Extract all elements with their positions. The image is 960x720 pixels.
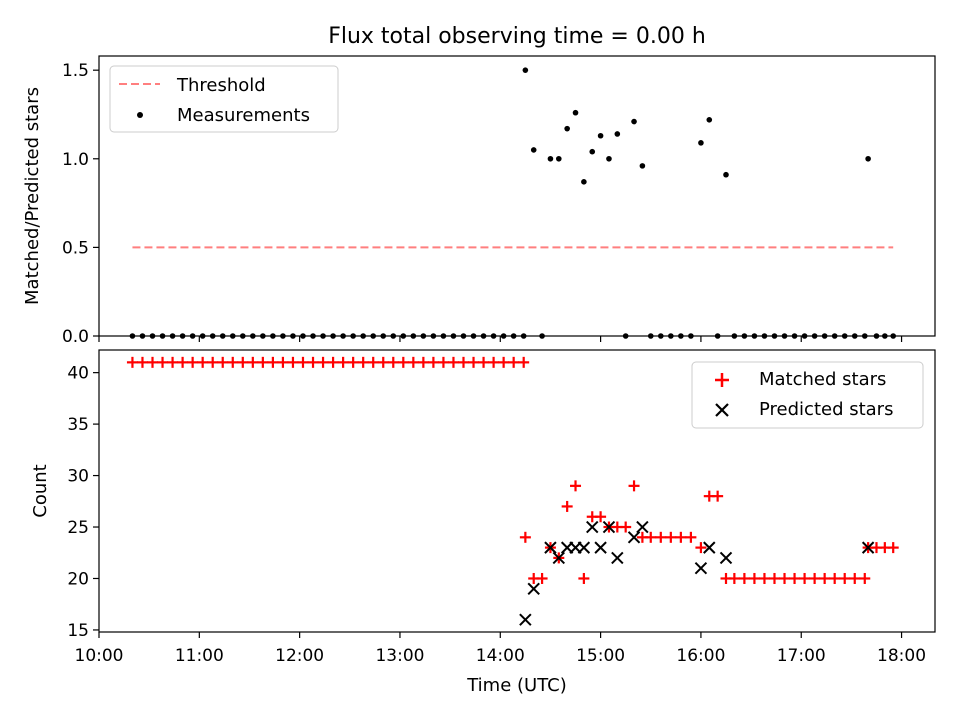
bottom-y-axis-label: Count	[30, 464, 51, 517]
top-y-axis-label: Matched/Predicted stars	[22, 87, 43, 305]
x-tick-label: 16:00	[676, 646, 725, 666]
measurement-point	[556, 156, 562, 162]
legend-predicted-label: Predicted stars	[759, 399, 893, 420]
x-tick-label: 15:00	[576, 646, 625, 666]
measurement-point	[706, 117, 712, 123]
y-tick-label: 0.5	[62, 238, 89, 258]
legend-measurements-swatch	[137, 112, 143, 118]
bottom-legend: Matched stars Predicted stars	[692, 362, 923, 428]
measurement-point	[865, 156, 871, 162]
x-tick-label: 17:00	[777, 646, 826, 666]
figure: Flux total observing time = 0.00 h 0.00.…	[0, 0, 960, 720]
chart-title: Flux total observing time = 0.00 h	[328, 24, 706, 49]
measurement-point	[573, 110, 579, 116]
x-tick-label: 13:00	[375, 646, 424, 666]
x-tick-label: 12:00	[275, 646, 324, 666]
x-tick-label: 14:00	[476, 646, 525, 666]
legend-matched-label: Matched stars	[759, 369, 886, 390]
measurement-point	[523, 67, 529, 73]
y-tick-label: 20	[67, 569, 89, 589]
bottom-x-axis: 10:00 11:00 12:00 13:00 14:00 15:00 16:00 17:00…	[75, 632, 927, 666]
x-tick-label: 11:00	[175, 646, 224, 666]
y-tick-label: 1.5	[62, 61, 89, 81]
y-tick-label: 25	[67, 518, 89, 538]
bottom-panel: 15 20 25 30 35 40 10:00 11:00 12:00 13:00 14:00 15…	[30, 350, 935, 696]
measurement-point	[723, 172, 729, 178]
x-axis-label: Time (UTC)	[466, 675, 567, 696]
measurement-point	[631, 119, 637, 125]
y-tick-label: 35	[67, 415, 89, 435]
measurement-point	[589, 149, 595, 155]
x-tick-label: 10:00	[75, 646, 124, 666]
measurement-point	[564, 126, 570, 132]
y-tick-label: 15	[67, 621, 89, 641]
x-tick-label: 18:00	[877, 646, 926, 666]
top-panel: 0.0 0.5 1.0 1.5 Matched/Predicted stars Thr…	[22, 56, 935, 347]
legend-measurements-label: Measurements	[177, 105, 310, 126]
measurement-point	[531, 147, 537, 153]
measurement-point	[640, 163, 646, 169]
measurement-point	[615, 131, 621, 137]
top-x-axis	[99, 336, 902, 342]
y-tick-label: 1.0	[62, 150, 89, 170]
bottom-y-axis: 15 20 25 30 35 40	[67, 364, 99, 641]
measurement-point	[606, 156, 612, 162]
y-tick-label: 40	[67, 364, 89, 384]
top-legend: Threshold Measurements	[110, 66, 338, 132]
measurement-point	[698, 140, 704, 146]
top-y-axis: 0.0 0.5 1.0 1.5	[62, 61, 99, 347]
measurement-point	[548, 156, 554, 162]
legend-threshold-label: Threshold	[176, 75, 266, 96]
y-tick-label: 0.0	[62, 327, 89, 347]
measurement-point	[581, 179, 587, 185]
y-tick-label: 30	[67, 467, 89, 487]
measurement-point	[598, 133, 604, 139]
